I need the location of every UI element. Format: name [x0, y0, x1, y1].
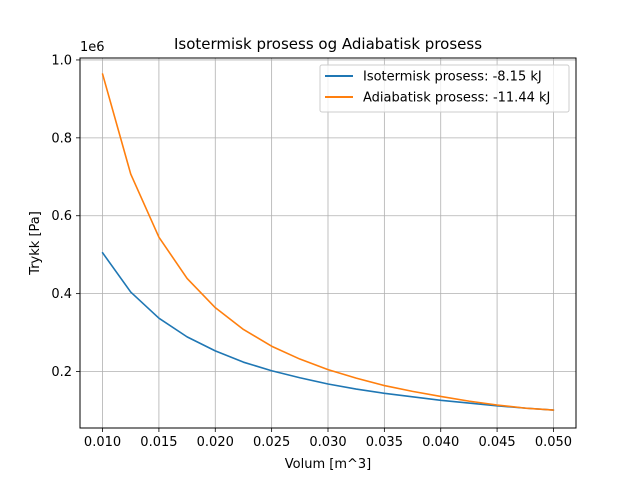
series-line-isotermisk: [101, 251, 555, 411]
y-axis-label: Trykk [Pa]: [28, 211, 43, 276]
legend-box: [319, 64, 570, 113]
x-tick-label: 0.030: [309, 435, 346, 450]
y-tick-label: 0.4: [51, 287, 72, 302]
x-tick-label: 0.020: [197, 435, 234, 450]
x-tick-label: 0.045: [478, 435, 515, 450]
x-tick-label: 0.050: [535, 435, 572, 450]
y-tick-label: 1.0: [51, 53, 72, 68]
y-tick-label: 0.6: [51, 209, 72, 224]
y-axis-ticks: 0.2 0.4 0.6 0.8 1.0: [51, 53, 80, 380]
chart-title: Isotermisk prosess og Adiabatisk prosess: [174, 35, 482, 53]
x-tick-label: 0.040: [422, 435, 459, 450]
series-line-adiabatisk: [101, 73, 555, 411]
x-axis-label: Volum [m^3]: [285, 457, 371, 472]
legend: Isotermisk prosess: -8.15 kJ Adiabatisk …: [319, 64, 570, 113]
grid: [80, 58, 576, 428]
x-axis-ticks: 0.010 0.015 0.020 0.025 0.030 0.035 0.040 0.045…: [84, 428, 572, 450]
y-axis-offset-label: 1e6: [80, 40, 105, 55]
y-tick-label: 0.8: [51, 131, 72, 146]
legend-label-isotermisk: Isotermisk prosess: -8.15 kJ: [363, 70, 542, 85]
x-tick-label: 0.015: [140, 435, 177, 450]
x-tick-label: 0.035: [366, 435, 403, 450]
y-tick-label: 0.2: [51, 365, 72, 380]
plot-series: [101, 73, 555, 411]
legend-label-adiabatisk: Adiabatisk prosess: -11.44 kJ: [363, 91, 550, 106]
x-tick-label: 0.010: [84, 435, 121, 450]
x-tick-label: 0.025: [253, 435, 290, 450]
